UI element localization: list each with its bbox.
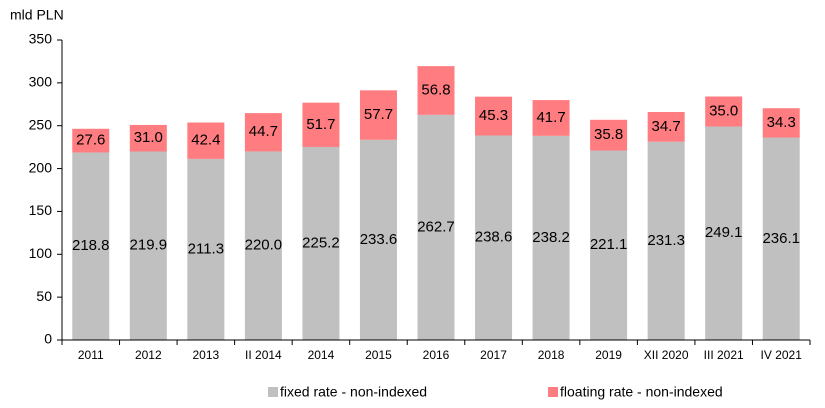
bar-segment [244,151,282,340]
y-tick-label: 0 [44,331,52,347]
bar-segment [359,139,397,340]
y-tick-label: 350 [29,31,53,47]
y-tick-label: 150 [29,202,53,218]
value-label: 56.8 [421,81,450,98]
x-tick-label: III 2021 [704,348,744,362]
bar-segment [187,158,225,340]
x-tick-label: 2018 [538,348,565,362]
x-tick-label: 2011 [78,348,104,362]
bar-segment [647,112,685,142]
bar-segment [590,150,628,340]
bar-segment [129,151,167,340]
value-label: 238.6 [475,229,513,246]
bar-segment [359,90,397,140]
bar-segment [72,152,110,340]
x-tick-label: 2014 [308,348,335,362]
value-label: 249.1 [705,224,743,241]
bar-segment [475,135,513,340]
value-label: 221.1 [590,236,628,253]
value-label: 218.8 [72,237,110,254]
y-tick-label: 50 [36,288,52,304]
value-label: 44.7 [249,123,278,140]
bar-segment [302,102,340,147]
bar-segment [244,113,282,152]
bar-segment [72,128,110,153]
y-tick-label: 300 [29,74,53,90]
value-label: 220.0 [245,237,283,254]
bar-segment [762,108,800,138]
x-tick-label: 2013 [192,348,219,362]
y-tick-label: 100 [29,245,53,261]
bar-segment [532,100,570,136]
value-label: 42.4 [191,132,220,149]
y-tick-label: 200 [29,159,53,175]
bar-segment [129,124,167,152]
x-tick-label: 2015 [365,348,392,362]
bar-segment [762,137,800,340]
bar-segment [302,146,340,340]
legend-label: floating rate - non-indexed [560,384,723,400]
value-label: 236.1 [762,230,800,247]
value-label: 233.6 [360,231,398,248]
value-label: 34.7 [652,118,681,135]
bar-segment [417,66,455,115]
bar-segment [187,122,225,159]
x-tick-label: IV 2021 [761,348,803,362]
y-axis-label: mld PLN [10,7,64,23]
y-tick-label: 250 [29,116,53,132]
value-label: 238.2 [532,229,570,246]
bar-segment [417,114,455,340]
value-label: 262.7 [417,218,455,235]
value-label: 219.9 [130,237,168,254]
value-label: 225.2 [302,234,340,251]
value-label: 45.3 [479,107,508,124]
value-label: 211.3 [188,240,224,257]
legend-label: fixed rate - non-indexed [280,384,427,400]
bar-segment [532,135,570,340]
x-tick-label: XII 2020 [644,348,689,362]
value-label: 57.7 [364,106,393,123]
value-label: 51.7 [306,116,335,133]
value-label: 31.0 [134,129,163,146]
x-tick-label: 2016 [423,348,450,362]
x-tick-label: II 2014 [245,348,282,362]
bar-segment [705,96,743,127]
value-label: 35.0 [709,102,738,119]
value-label: 27.6 [76,132,105,149]
x-tick-label: 2019 [595,348,622,362]
value-label: 231.3 [647,232,685,249]
bar-segment [590,119,628,151]
value-label: 34.3 [767,114,796,131]
x-tick-label: 2012 [135,348,162,362]
value-label: 41.7 [536,109,565,126]
bar-segment [647,141,685,340]
legend-swatch [268,387,278,397]
bar-segment [705,126,743,340]
x-tick-label: 2017 [480,348,507,362]
value-label: 35.8 [594,126,623,143]
legend-swatch [548,387,558,397]
bar-segment [475,96,513,136]
